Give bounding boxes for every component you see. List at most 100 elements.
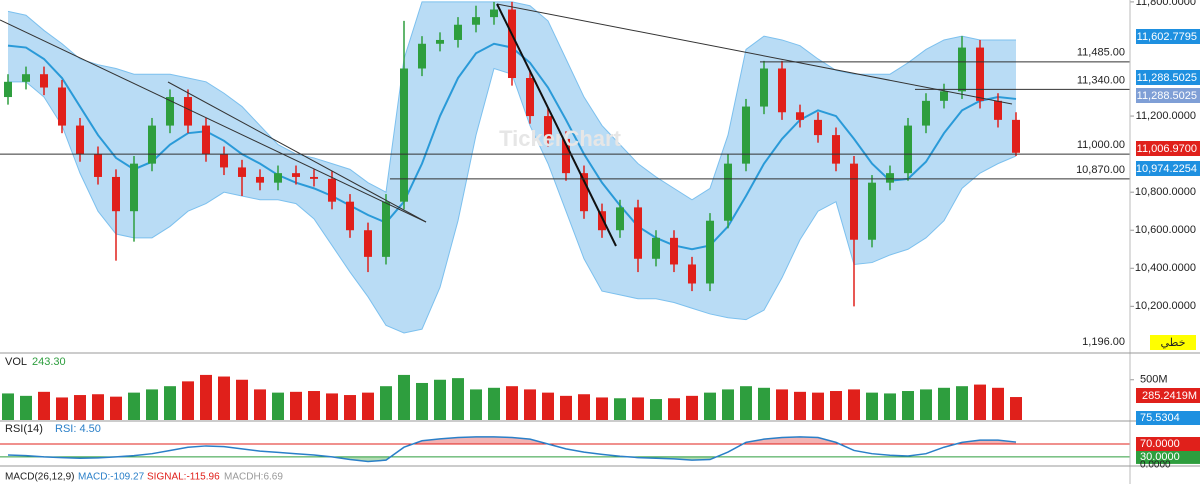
badge: 10,974.2254 bbox=[1136, 161, 1200, 176]
candle-body bbox=[418, 43, 426, 69]
level-label: 11,340.00 bbox=[1077, 74, 1125, 86]
candle-body bbox=[346, 201, 354, 231]
badge bbox=[1136, 437, 1200, 451]
volume-bar bbox=[632, 397, 644, 420]
badge: 75.5304 bbox=[1136, 411, 1200, 425]
volume-bar bbox=[542, 392, 554, 420]
trend-line bbox=[167, 81, 427, 223]
badge-text: 285.2419M bbox=[1142, 390, 1197, 402]
volume-bar bbox=[830, 391, 842, 420]
candle-body bbox=[886, 173, 894, 183]
y-tick-label: 10,400.0000 bbox=[1135, 262, 1196, 274]
candle-body bbox=[814, 119, 822, 136]
volume-bar bbox=[362, 392, 374, 420]
candle-body bbox=[544, 116, 552, 139]
candle-body bbox=[760, 68, 768, 107]
candle-body bbox=[1012, 119, 1020, 153]
candle-body bbox=[112, 176, 120, 212]
candle-body bbox=[850, 163, 858, 240]
y-tick-label: 70.0000 bbox=[1140, 438, 1180, 450]
volume-bar bbox=[146, 389, 158, 420]
mode-button[interactable]: خطي bbox=[1150, 335, 1196, 350]
candle-body bbox=[472, 17, 480, 25]
candle-body bbox=[580, 173, 588, 212]
trend-line bbox=[0, 19, 427, 223]
volume-bar bbox=[596, 397, 608, 420]
volume-bar bbox=[578, 394, 590, 420]
badge: 11,288.5025 bbox=[1136, 70, 1200, 85]
volume-bar bbox=[182, 381, 194, 420]
volume-bar bbox=[344, 395, 356, 420]
panel-title: RSI(14) bbox=[5, 423, 43, 435]
candle-body bbox=[994, 100, 1002, 120]
volume-bar bbox=[416, 382, 428, 420]
legend-entry: MACDH:6.69 bbox=[224, 472, 283, 483]
candle-body bbox=[130, 163, 138, 212]
candle-body bbox=[616, 207, 624, 231]
panel-title: VOL bbox=[5, 356, 27, 368]
mode-text[interactable]: خطي bbox=[1161, 337, 1186, 349]
volume-bar bbox=[668, 398, 680, 420]
badge bbox=[1136, 449, 1200, 464]
volume-bar bbox=[2, 393, 14, 420]
candle-body bbox=[94, 154, 102, 177]
volume-bar bbox=[38, 391, 50, 420]
volume-bar bbox=[92, 394, 104, 420]
zero-label: 0.0000 bbox=[1140, 460, 1171, 471]
volume-bar bbox=[218, 376, 230, 420]
candle-body bbox=[382, 201, 390, 257]
candle-body bbox=[670, 237, 678, 265]
volume-bar bbox=[308, 391, 320, 420]
y-tick-label: 11,200.0000 bbox=[1136, 110, 1196, 122]
volume-bar bbox=[920, 389, 932, 420]
candle-body bbox=[868, 182, 876, 240]
volume-bar bbox=[326, 393, 338, 420]
y-tick-label: 500M bbox=[1140, 374, 1168, 386]
candle-body bbox=[796, 112, 804, 120]
volume-bar bbox=[974, 384, 986, 420]
volume-bar bbox=[506, 386, 518, 420]
volume-bar bbox=[236, 379, 248, 420]
badge: 11,288.5025 bbox=[1136, 88, 1200, 103]
candle-body bbox=[742, 106, 750, 164]
candle-body bbox=[40, 74, 48, 88]
candle-body bbox=[508, 9, 516, 79]
candle-body bbox=[652, 237, 660, 259]
badge-text: 11,288.5025 bbox=[1137, 90, 1197, 102]
candle-body bbox=[940, 91, 948, 101]
candle-body bbox=[400, 68, 408, 202]
volume-bar bbox=[74, 395, 86, 420]
candle-body bbox=[832, 135, 840, 164]
legend-entry: SIGNAL:-115.96 bbox=[147, 472, 220, 483]
volume-bar bbox=[866, 392, 878, 420]
candle-body bbox=[202, 125, 210, 155]
footer-label: 1,196.00 bbox=[1082, 336, 1125, 348]
candle-body bbox=[958, 47, 966, 92]
candle-body bbox=[220, 154, 228, 168]
volume-bar bbox=[380, 386, 392, 420]
volume-bar bbox=[128, 392, 140, 420]
volume-bar bbox=[686, 395, 698, 420]
volume-bar bbox=[614, 398, 626, 420]
candle-body bbox=[598, 211, 606, 231]
level-label: 11,485.00 bbox=[1077, 47, 1125, 59]
candle-body bbox=[184, 97, 192, 126]
volume-bar bbox=[290, 391, 302, 420]
candle-body bbox=[436, 39, 444, 44]
rsi-under-fill bbox=[44, 456, 717, 462]
panel-title: MACD(26,12,9) bbox=[5, 472, 74, 483]
candle-body bbox=[364, 230, 372, 257]
volume-bar bbox=[884, 393, 896, 420]
badge: 285.2419M bbox=[1136, 388, 1200, 403]
candle-body bbox=[688, 264, 696, 284]
y-tick-label: 11,800.0000 bbox=[1136, 0, 1196, 8]
badge-text: 10,974.2254 bbox=[1136, 163, 1197, 175]
volume-bar bbox=[740, 386, 752, 420]
volume-bar bbox=[812, 392, 824, 420]
volume-bar bbox=[524, 389, 536, 420]
panel-value: RSI: 4.50 bbox=[55, 423, 101, 435]
volume-bar bbox=[470, 389, 482, 420]
volume-bar bbox=[758, 387, 770, 420]
rsi-over-fill bbox=[8, 436, 1016, 444]
